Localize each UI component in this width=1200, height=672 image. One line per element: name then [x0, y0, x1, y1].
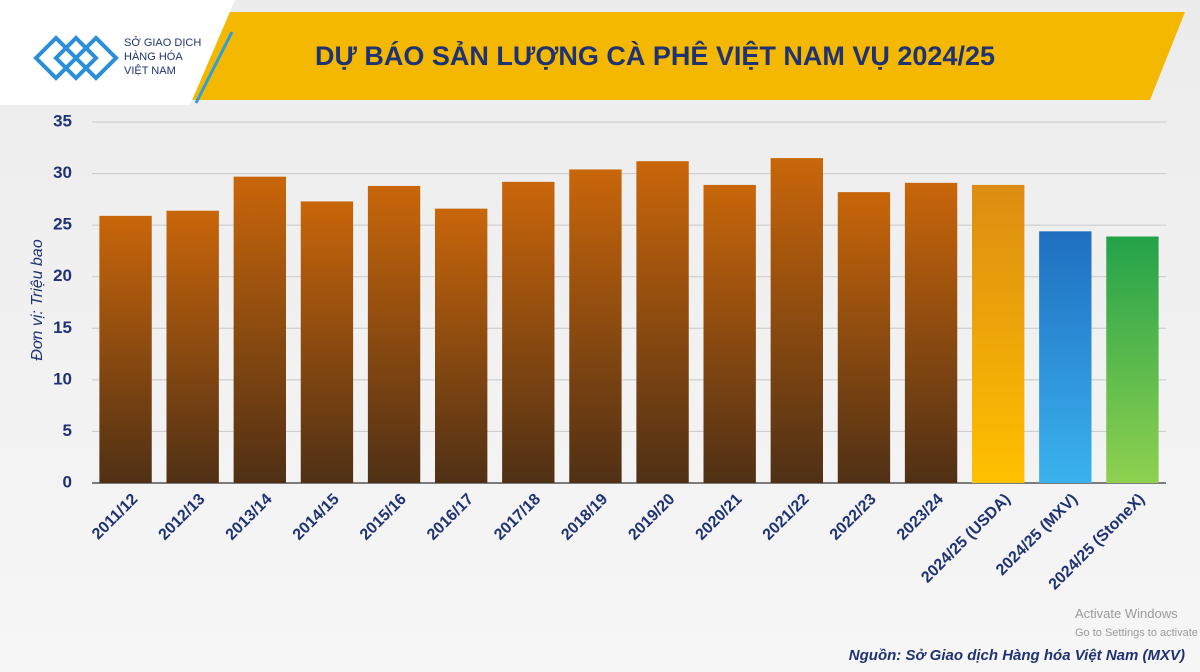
bar — [972, 184, 1025, 483]
logo-mark — [33, 35, 119, 81]
bar — [703, 184, 756, 483]
y-tick-label: 25 — [53, 215, 72, 234]
bar — [636, 161, 689, 484]
y-tick-label: 10 — [53, 369, 72, 388]
bar — [1039, 231, 1092, 483]
bar — [502, 181, 555, 483]
bar — [770, 158, 823, 483]
y-tick-label: 30 — [53, 163, 72, 182]
bar — [166, 210, 219, 483]
watermark: Go to Settings to activate — [1075, 627, 1198, 639]
logo-box — [0, 0, 235, 105]
y-axis-label: Đơn vị: Triệu bao — [29, 239, 46, 361]
source-note: Nguồn: Sở Giao dịch Hàng hóa Việt Nam (M… — [849, 647, 1185, 664]
bar — [837, 192, 891, 483]
bar — [1106, 236, 1159, 483]
bar — [233, 176, 286, 483]
bar — [300, 201, 354, 484]
bar — [904, 182, 958, 483]
watermark: Activate Windows — [1075, 606, 1178, 621]
bar — [367, 185, 421, 483]
y-tick-label: 35 — [53, 111, 72, 130]
logo-text: HÀNG HÓA — [124, 50, 183, 63]
y-tick-label: 20 — [53, 266, 72, 285]
bar — [569, 169, 622, 483]
logo-text: SỞ GIAO DỊCH — [124, 36, 201, 49]
y-tick-label: 0 — [63, 472, 72, 491]
title-banner — [165, 12, 1185, 100]
logo-text: VIỆT NAM — [124, 64, 176, 77]
chart-title: DỰ BÁO SẢN LƯỢNG CÀ PHÊ VIỆT NAM VỤ 2024… — [315, 39, 995, 71]
bar — [99, 215, 152, 484]
y-tick-label: 15 — [53, 318, 72, 337]
bar — [435, 208, 488, 483]
y-tick-label: 5 — [63, 421, 72, 440]
logo-accent — [194, 31, 234, 104]
